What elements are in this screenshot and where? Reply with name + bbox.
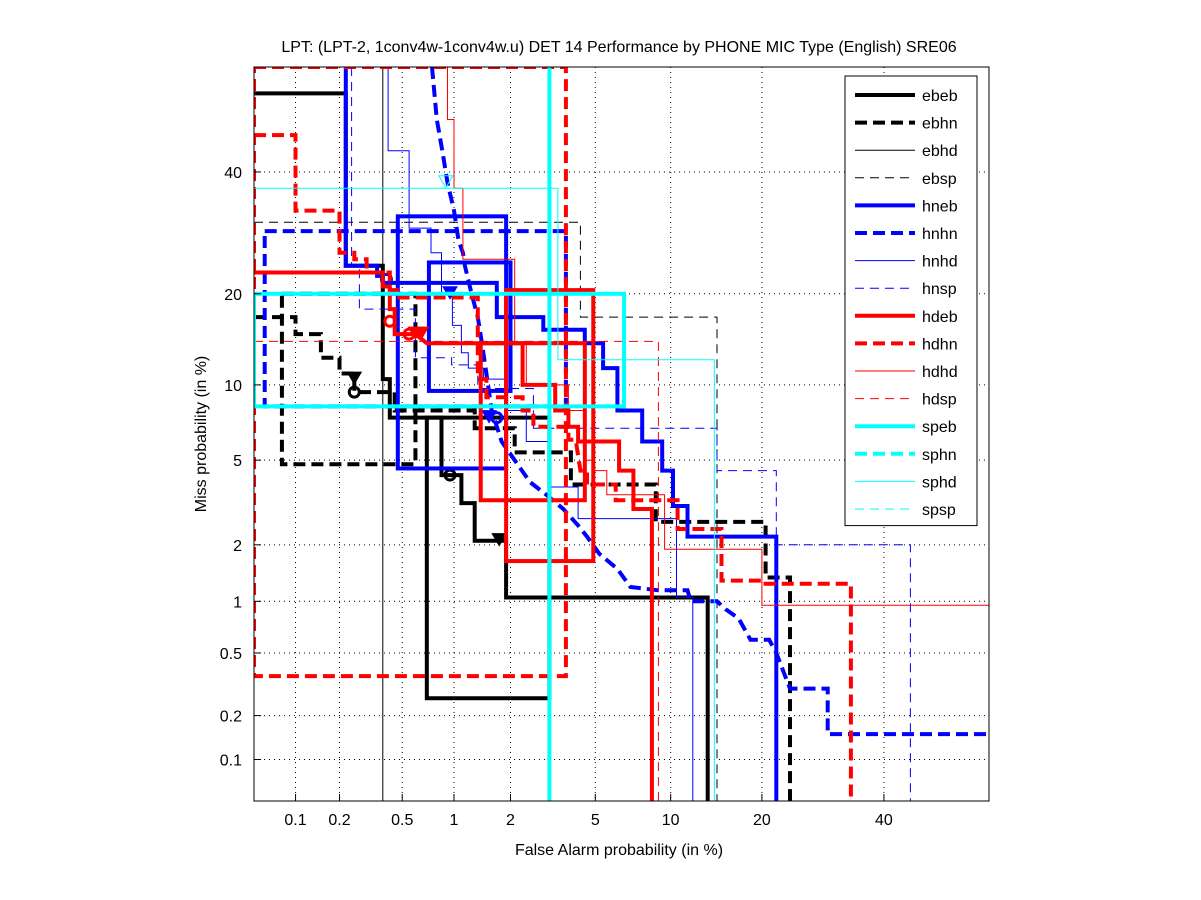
- act-dcf-marker-ebhn: [346, 371, 363, 386]
- legend-label-ebsp: ebsp: [922, 171, 957, 188]
- x-tick-label: 20: [753, 812, 771, 829]
- legend-label-ebhn: ebhn: [922, 116, 958, 133]
- plot-frame: [253, 66, 990, 802]
- confidence-box-ebhn: [279, 291, 418, 467]
- series-speb: [254, 67, 627, 801]
- det-curve-hnsp: [351, 67, 911, 801]
- series-ebhn: [254, 291, 792, 801]
- y-axis: 0.1 0.2 0.5 1 2 5 10 20 40: [220, 165, 261, 770]
- y-axis-label: Miss probability (in %): [193, 356, 210, 512]
- y-tick-label: 20: [224, 287, 242, 304]
- series-hnsp: [351, 67, 911, 801]
- x-axis-label: False Alarm probability (in %): [515, 842, 723, 859]
- det-curve-hdhn: [254, 133, 853, 801]
- y-tick-label: 0.1: [220, 753, 242, 770]
- confidence-box-hdhn: [254, 67, 568, 679]
- x-tick-label: 10: [662, 812, 680, 829]
- x-tick-label: 1: [450, 812, 459, 829]
- legend-label-sphn: sphn: [922, 447, 957, 464]
- legend-label-hdhn: hdhn: [922, 336, 958, 353]
- legend-label-sphd: sphd: [922, 474, 957, 491]
- act-dcf-marker-spsp: [437, 175, 454, 189]
- det-curve-hdsp: [254, 340, 659, 801]
- legend-label-hneb: hneb: [922, 198, 958, 215]
- legend-label-hnsp: hnsp: [922, 281, 957, 298]
- x-tick-label: 2: [506, 812, 515, 829]
- x-tick-label: 0.5: [391, 812, 413, 829]
- act-dcf-marker-hnhn: [481, 410, 497, 424]
- legend: ebeb ebhn ebhd ebsp hneb hnhn hnhd hnsp hdeb hdhn…: [844, 75, 978, 527]
- series-ebsp: [254, 221, 718, 801]
- det-curve-ebhn: [254, 315, 792, 801]
- legend-label-speb: speb: [922, 419, 957, 436]
- y-tick-label: 1: [233, 594, 242, 611]
- x-tick-label: 5: [591, 812, 600, 829]
- det-curve-hnhn: [430, 67, 989, 737]
- x-tick-label: 40: [875, 812, 893, 829]
- legend-box: [844, 75, 978, 527]
- chart-title: LPT: (LPT-2, 1conv4w-1conv4w.u) DET 14 P…: [281, 39, 956, 56]
- series-spsp: [437, 175, 454, 189]
- y-tick-label: 0.5: [220, 646, 242, 663]
- series-group: [254, 67, 989, 801]
- legend-label-hdeb: hdeb: [922, 309, 958, 326]
- legend-label-ebhd: ebhd: [922, 143, 958, 160]
- det-curve-sphd: [254, 187, 715, 801]
- y-tick-label: 2: [233, 538, 242, 555]
- legend-label-hnhd: hnhd: [922, 254, 958, 271]
- legend-label-ebeb: ebeb: [922, 88, 958, 105]
- x-axis: 0.1 0.2 0.5 1 2 5 10 20 40: [284, 794, 893, 829]
- y-tick-label: 40: [224, 165, 242, 182]
- confidence-box-speb: [254, 291, 627, 409]
- y-tick-label: 5: [233, 453, 242, 470]
- legend-label-hnhn: hnhn: [922, 226, 958, 243]
- x-tick-label: 0.2: [328, 812, 350, 829]
- act-dcf-marker-ebeb: [491, 533, 508, 547]
- legend-label-hdsp: hdsp: [922, 392, 957, 409]
- act-dcf-marker-hdhn: [407, 326, 424, 341]
- series-sphd: [254, 187, 715, 801]
- y-tick-label: 10: [224, 378, 242, 395]
- x-tick-label: 0.1: [284, 812, 306, 829]
- min-dcf-marker-ebhn: [347, 385, 361, 399]
- y-tick-label: 0.2: [220, 709, 242, 726]
- series-hdhn: [254, 67, 853, 801]
- legend-label-hdhd: hdhd: [922, 364, 958, 381]
- min-dcf-marker-hdhn: [383, 314, 397, 328]
- legend-label-spsp: spsp: [922, 502, 956, 519]
- det-curve-ebsp: [254, 221, 718, 801]
- series-hdsp: [254, 340, 659, 801]
